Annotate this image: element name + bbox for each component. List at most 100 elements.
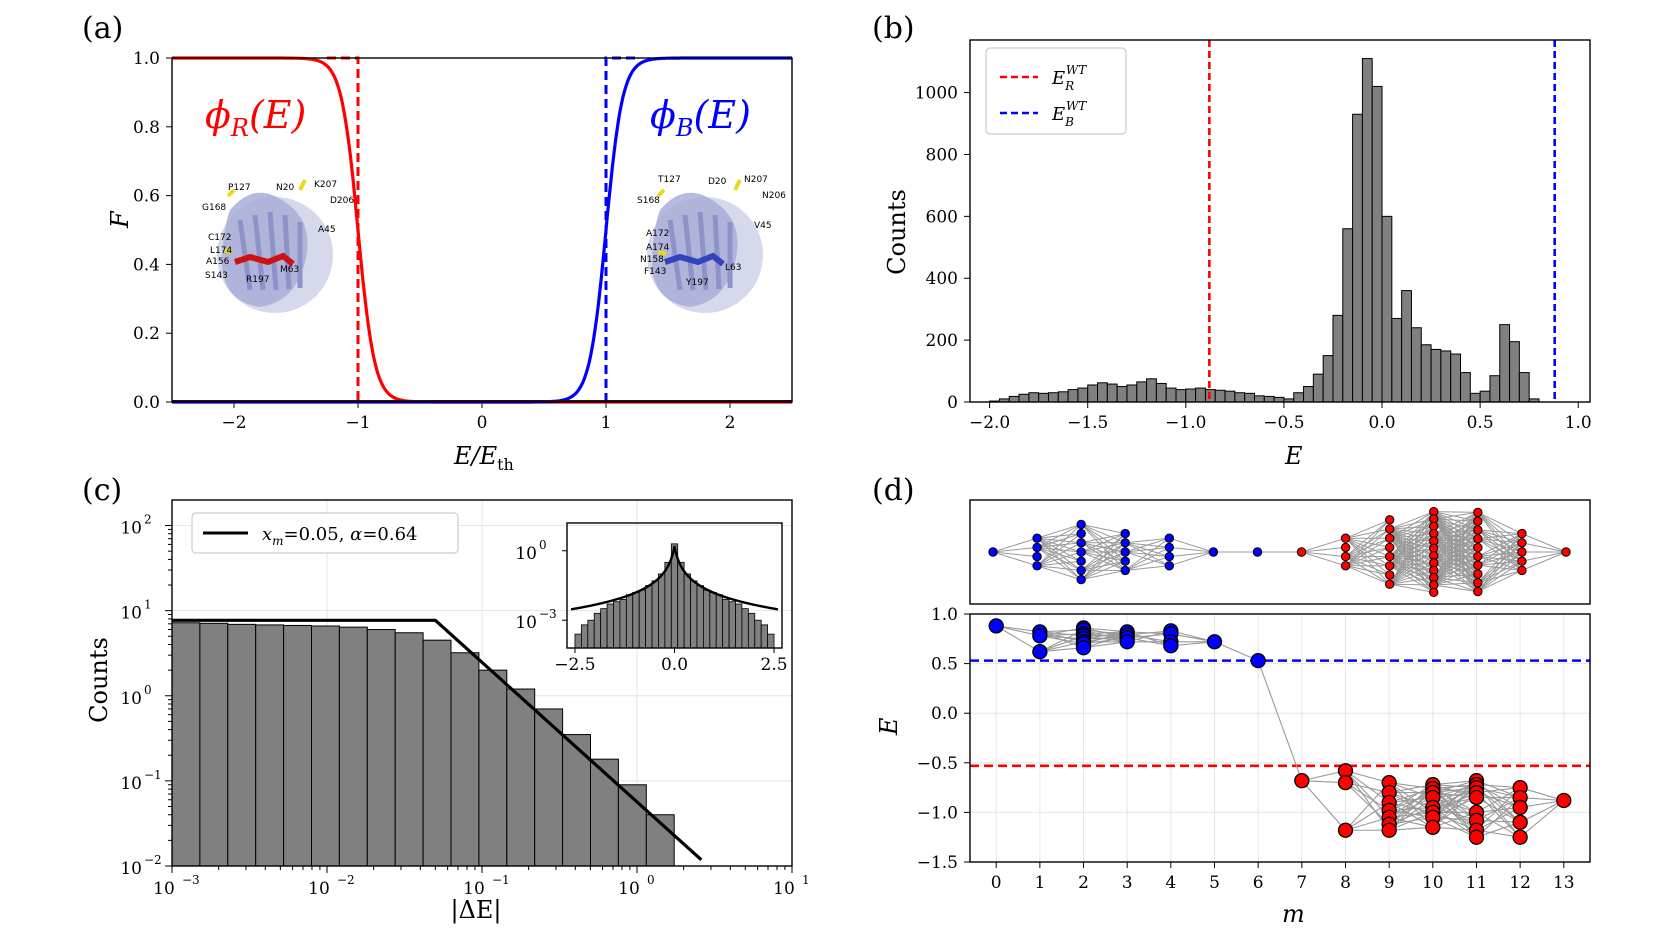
panel-c: 10 −3 10 −2 10 −1 10 0 10 110 −210 −110 010 110 2 bbox=[120, 499, 810, 899]
network-node bbox=[1561, 547, 1571, 557]
histogram-bar bbox=[338, 626, 368, 867]
graph-edge bbox=[1301, 780, 1346, 831]
histogram-bar bbox=[1087, 384, 1099, 403]
inset-bar bbox=[754, 619, 762, 649]
inset-bar bbox=[728, 601, 736, 649]
histogram-bar bbox=[1253, 395, 1265, 403]
inset-bar bbox=[690, 580, 698, 649]
graph-edge bbox=[1257, 660, 1303, 781]
network-edge bbox=[1389, 511, 1435, 585]
panel-c-legend: xm=0.05, α=0.64 bbox=[191, 512, 459, 554]
network-node bbox=[1517, 538, 1527, 548]
network-edge bbox=[1389, 533, 1435, 567]
network-edge bbox=[1389, 562, 1434, 567]
network-edge bbox=[1169, 546, 1214, 553]
legend-blue-text: EBWT bbox=[1051, 99, 1087, 129]
network-edge bbox=[1433, 584, 1478, 593]
x-tick-label: 2 bbox=[1078, 873, 1089, 893]
network-edge bbox=[1389, 540, 1435, 567]
histogram-bar bbox=[1312, 373, 1324, 403]
network-edge bbox=[1301, 551, 1346, 558]
histogram-bar bbox=[1322, 355, 1334, 403]
network-edge bbox=[1080, 533, 1126, 553]
histogram-bar bbox=[1146, 378, 1157, 403]
network-edge bbox=[1433, 529, 1479, 557]
network-edge bbox=[1433, 529, 1479, 564]
state-point bbox=[988, 618, 1004, 634]
residue-labels-blue: T127 D20 N207 S168 N206 V45 A172 A174 N158 F143 Y1… bbox=[637, 175, 786, 288]
network-node bbox=[988, 547, 998, 557]
protein-blue-inset bbox=[647, 179, 763, 313]
graph-edge bbox=[1432, 811, 1477, 828]
network-node bbox=[1473, 542, 1483, 553]
x-tick-label: 4 bbox=[1165, 873, 1176, 893]
histogram-bar bbox=[1352, 113, 1363, 403]
panel-label-c: (c) bbox=[82, 473, 122, 508]
histogram-bar bbox=[1234, 392, 1246, 403]
network-edge bbox=[1389, 537, 1435, 579]
y-tick-label: 0.2 bbox=[133, 324, 160, 344]
network-edge bbox=[1433, 512, 1479, 564]
histogram-bar bbox=[1185, 388, 1197, 403]
network-node bbox=[1517, 547, 1527, 557]
residue-label: K207 bbox=[314, 180, 337, 190]
network-edge bbox=[1477, 542, 1523, 592]
network-edge bbox=[992, 537, 1038, 553]
network-edge bbox=[1301, 537, 1346, 553]
x-tick-label: −2 bbox=[221, 413, 246, 433]
network-edge bbox=[1345, 519, 1390, 539]
network-edge bbox=[1124, 546, 1170, 571]
residue-label: S168 bbox=[637, 196, 660, 206]
network-node bbox=[1473, 551, 1483, 562]
x-tick-label: 13 bbox=[1553, 873, 1575, 893]
network-edge bbox=[1389, 583, 1434, 586]
histogram-bar bbox=[1106, 383, 1118, 403]
network-edge bbox=[1036, 533, 1082, 567]
network-edge bbox=[1389, 537, 1435, 571]
histogram-bar bbox=[1028, 392, 1040, 403]
residue-label: N207 bbox=[744, 175, 768, 185]
histogram-bar bbox=[1509, 341, 1520, 403]
x-tick-label: −1 bbox=[345, 413, 370, 433]
state-point bbox=[1381, 822, 1397, 838]
graph-edge bbox=[995, 625, 1041, 653]
inset-bar bbox=[625, 594, 634, 649]
x-tick-label: 1 bbox=[601, 413, 612, 433]
network-node bbox=[1032, 551, 1042, 562]
inset-bar bbox=[696, 585, 704, 649]
y-tick-label: −1.5 bbox=[917, 853, 958, 873]
histogram-bar bbox=[1038, 392, 1049, 403]
network-edge bbox=[1345, 565, 1390, 585]
network-edge bbox=[1125, 565, 1170, 571]
histogram-bar bbox=[1479, 390, 1491, 403]
y-tick-label: 800 bbox=[926, 145, 958, 165]
network-node bbox=[1296, 547, 1307, 557]
network-edge bbox=[1477, 560, 1523, 593]
inset-bar bbox=[760, 624, 769, 649]
network-edge bbox=[1389, 547, 1435, 585]
state-point bbox=[1032, 628, 1048, 644]
state-point bbox=[1206, 634, 1223, 650]
network-node bbox=[1032, 533, 1042, 543]
network-node bbox=[1384, 570, 1395, 580]
inset-bar bbox=[767, 633, 775, 649]
network-edge bbox=[1389, 547, 1434, 567]
residue-label: N20 bbox=[276, 183, 294, 193]
network-edge bbox=[1521, 551, 1567, 562]
network-edge bbox=[1389, 518, 1435, 585]
panel-c-xlabel: |ΔE| bbox=[450, 896, 501, 925]
network-edge bbox=[1081, 569, 1126, 581]
inset-bar bbox=[664, 561, 672, 649]
histogram-bar bbox=[1057, 391, 1069, 403]
network-edge bbox=[1301, 546, 1346, 553]
network-edge bbox=[1169, 551, 1214, 558]
state-point bbox=[1556, 792, 1572, 809]
network-node bbox=[1340, 561, 1351, 571]
network-edge bbox=[1125, 556, 1170, 571]
residue-label: A172 bbox=[646, 229, 669, 239]
network-edge bbox=[1389, 533, 1435, 558]
network-node bbox=[1076, 556, 1086, 566]
inset-bar bbox=[580, 624, 589, 649]
legend-red-text: ERWT bbox=[1051, 63, 1087, 93]
